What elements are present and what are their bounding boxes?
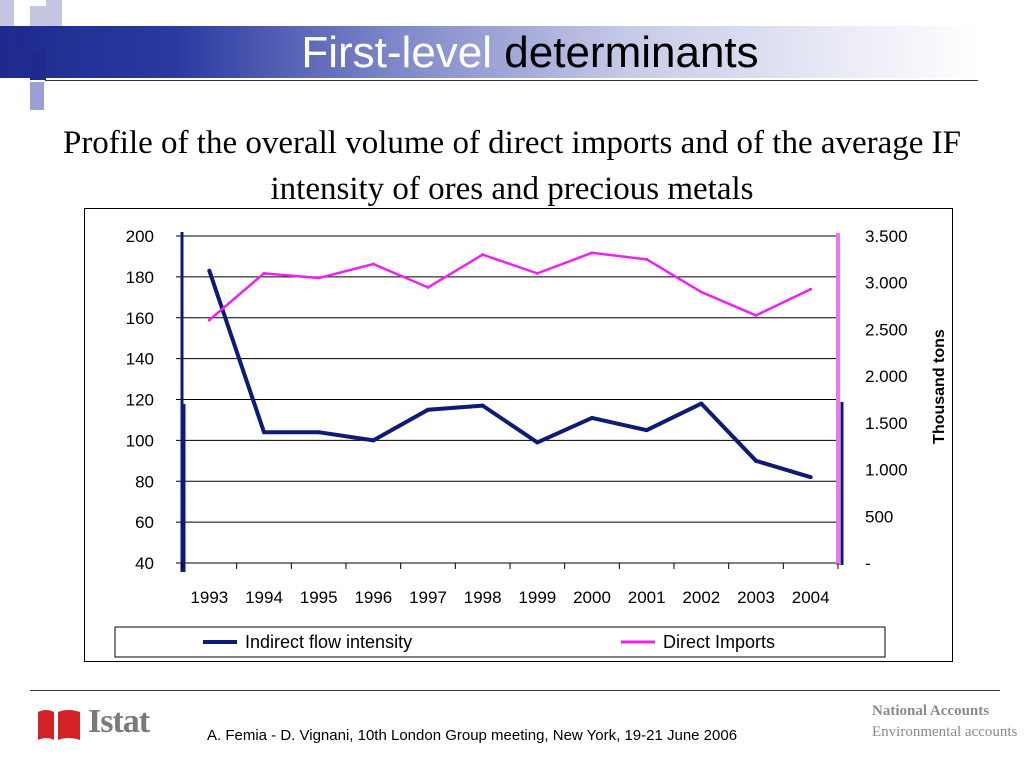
left-tick-label: 200 xyxy=(126,227,154,246)
right-axis-title: Thousand tons xyxy=(931,329,948,444)
header-band xyxy=(0,26,978,78)
x-tick-label: 1999 xyxy=(518,588,556,607)
data-point-indirect-flow-intensity xyxy=(644,428,649,433)
citation: A. Femia - D. Vignani, 10th London Group… xyxy=(207,727,738,744)
chart-frame: 200 180 160 140 120 100 80 60 40 3.500 3.000 2.500 2… xyxy=(84,208,953,662)
legend-box xyxy=(114,626,886,658)
data-point-direct-imports xyxy=(754,313,758,317)
data-point-direct-imports xyxy=(590,251,594,255)
left-tick-label: 100 xyxy=(126,431,154,450)
header-rule xyxy=(45,80,978,81)
series-line-direct-imports xyxy=(208,251,812,322)
slide-subtitle: Profile of the overall volume of direct … xyxy=(62,125,962,207)
data-point-direct-imports xyxy=(262,271,266,275)
data-point-direct-imports xyxy=(481,253,485,257)
data-point-direct-imports xyxy=(371,262,375,266)
left-tick-label: 60 xyxy=(135,513,154,532)
line-chart: 200 180 160 140 120 100 80 60 40 3.500 3.000 2.500 2… xyxy=(114,227,948,658)
slide-title: First-level determinants xyxy=(0,28,1024,78)
legend-label: Indirect flow intensity xyxy=(245,632,412,652)
slide-title-part1: First-level xyxy=(301,28,493,77)
data-point-direct-imports xyxy=(207,318,211,322)
data-point-indirect-flow-intensity xyxy=(426,407,430,412)
x-tick-label: 2002 xyxy=(682,588,720,607)
data-point-indirect-flow-intensity xyxy=(699,401,704,406)
left-tick-label: 180 xyxy=(126,268,154,287)
right-tick-label: - xyxy=(865,554,871,573)
legend-label: Direct Imports xyxy=(663,632,775,652)
left-tick-label: 140 xyxy=(126,350,154,369)
data-point-indirect-flow-intensity xyxy=(590,415,594,420)
data-point-indirect-flow-intensity xyxy=(262,430,266,435)
data-point-indirect-flow-intensity xyxy=(207,268,212,273)
left-tick-label: 80 xyxy=(135,472,154,491)
logo-text: Istat xyxy=(88,703,150,740)
x-tick-label: 2000 xyxy=(573,588,611,607)
header-decoration xyxy=(0,0,80,112)
x-tick-label: 2004 xyxy=(792,588,830,607)
data-point-indirect-flow-intensity xyxy=(808,475,813,480)
right-tick-label: 1.000 xyxy=(865,461,908,480)
data-point-direct-imports xyxy=(426,285,430,289)
section-title: National Accounts xyxy=(872,703,990,719)
data-point-indirect-flow-intensity xyxy=(316,430,321,435)
right-tick-label: 1.500 xyxy=(865,414,908,433)
x-tick-label: 1998 xyxy=(464,588,502,607)
series-line-indirect-flow-intensity xyxy=(207,270,812,480)
data-point-indirect-flow-intensity xyxy=(371,438,376,443)
data-point-direct-imports xyxy=(809,287,813,291)
x-tick-label: 1997 xyxy=(409,588,447,607)
left-tick-label: 160 xyxy=(126,309,154,328)
section-subtitle: Environmental accounts xyxy=(872,724,1018,740)
slide-title-part2: determinants xyxy=(504,28,759,77)
data-point-indirect-flow-intensity xyxy=(754,458,758,463)
left-tick-label: 40 xyxy=(135,554,154,573)
right-tick-label: 500 xyxy=(865,507,893,526)
x-tick-label: 1996 xyxy=(354,588,392,607)
right-tick-label: 2.000 xyxy=(865,367,908,386)
right-tick-label: 2.500 xyxy=(865,320,908,339)
data-point-direct-imports xyxy=(535,271,539,275)
x-tick-label: 2003 xyxy=(737,588,775,607)
x-tick-label: 1994 xyxy=(245,588,283,607)
x-tick-label: 1993 xyxy=(190,588,228,607)
footer-rule xyxy=(30,690,1000,691)
data-point-indirect-flow-intensity xyxy=(535,440,540,445)
istat-logo-icon xyxy=(36,708,86,749)
right-tick-label: 3.500 xyxy=(865,227,908,246)
right-tick-label: 3.000 xyxy=(865,274,908,293)
data-point-direct-imports xyxy=(645,257,649,261)
x-tick-label: 1995 xyxy=(300,588,338,607)
left-tick-label: 120 xyxy=(126,391,154,410)
data-point-indirect-flow-intensity xyxy=(480,403,485,408)
x-tick-label: 2001 xyxy=(628,588,666,607)
data-point-direct-imports xyxy=(699,290,703,294)
data-point-direct-imports xyxy=(317,276,321,280)
